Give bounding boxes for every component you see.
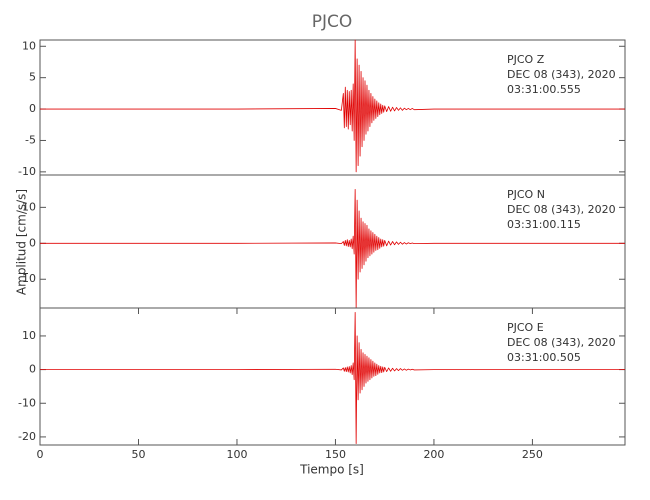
y-tick-label: 5 <box>29 71 36 84</box>
y-tick-label: 10 <box>22 329 36 342</box>
trace-info: DEC 08 (343), 2020 <box>507 203 616 216</box>
x-tick-label: 100 <box>226 448 247 461</box>
y-tick-label: 10 <box>22 272 36 285</box>
trace-info: PJCO E <box>507 321 544 334</box>
x-tick-label: 0 <box>37 448 44 461</box>
y-tick-label: -5 <box>25 133 36 146</box>
y-axis-label: Amplitud [cm/s/s] <box>15 189 29 295</box>
x-tick-label: 50 <box>131 448 145 461</box>
trace-info: DEC 08 (343), 2020 <box>507 336 616 349</box>
waveform <box>40 39 625 173</box>
trace-info: DEC 08 (343), 2020 <box>507 68 616 81</box>
y-tick-label: 10 <box>22 200 36 213</box>
x-tick-label: 250 <box>522 448 543 461</box>
waveform <box>40 188 625 309</box>
trace-info: PJCO N <box>507 188 545 201</box>
x-tick-label: 200 <box>423 448 444 461</box>
y-tick-label: -10 <box>18 165 36 178</box>
x-axis-label: Tiempo [s] <box>299 463 364 477</box>
y-tick-label: -20 <box>18 430 36 443</box>
y-tick-label: 10 <box>22 39 36 52</box>
chart-title: PJCO <box>312 12 353 32</box>
trace-info: 03:31:00.505 <box>507 351 581 364</box>
y-tick-label: -10 <box>18 396 36 409</box>
trace-info: 03:31:00.115 <box>507 218 581 231</box>
x-tick-label: 150 <box>325 448 346 461</box>
y-tick-label: 0 <box>29 363 36 376</box>
waveform <box>40 311 625 445</box>
trace-info: PJCO Z <box>507 53 545 66</box>
panel-frame <box>39 307 626 446</box>
y-tick-label: 0 <box>29 236 36 249</box>
trace-info: 03:31:00.555 <box>507 83 581 96</box>
y-tick-label: 0 <box>29 102 36 115</box>
